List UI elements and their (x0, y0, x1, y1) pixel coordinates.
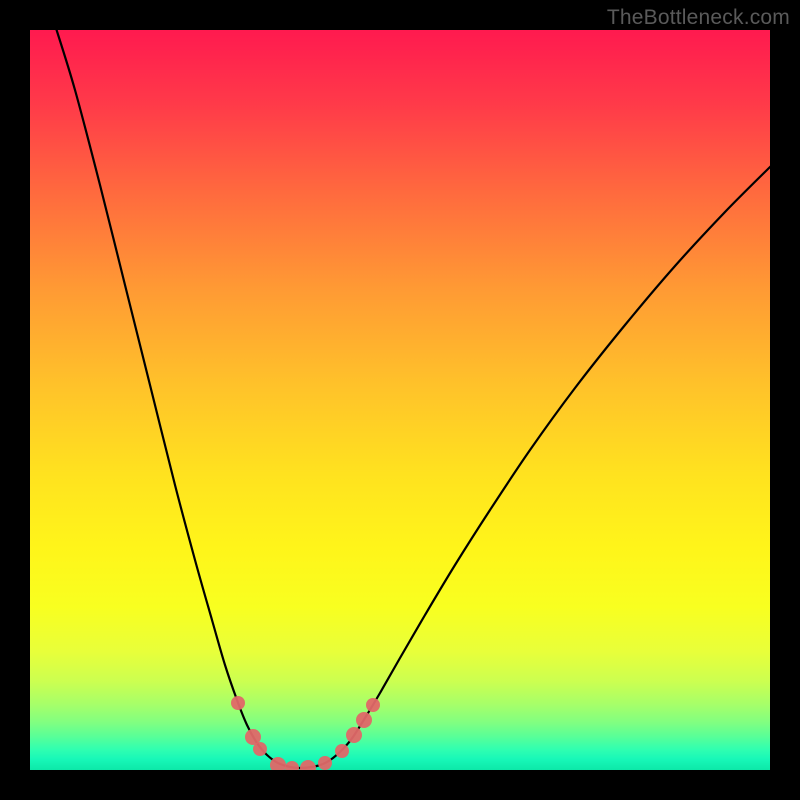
data-marker (335, 744, 349, 758)
data-marker (231, 696, 245, 710)
data-marker (285, 761, 299, 770)
watermark-text: TheBottleneck.com (607, 6, 790, 30)
data-marker (318, 756, 332, 770)
data-marker (253, 742, 267, 756)
data-marker (356, 712, 372, 728)
data-markers (231, 696, 380, 770)
bottleneck-curve (55, 30, 770, 768)
data-marker (300, 760, 316, 770)
data-marker (366, 698, 380, 712)
chart-layer (30, 30, 770, 770)
data-marker (346, 727, 362, 743)
plot-area (30, 30, 770, 770)
